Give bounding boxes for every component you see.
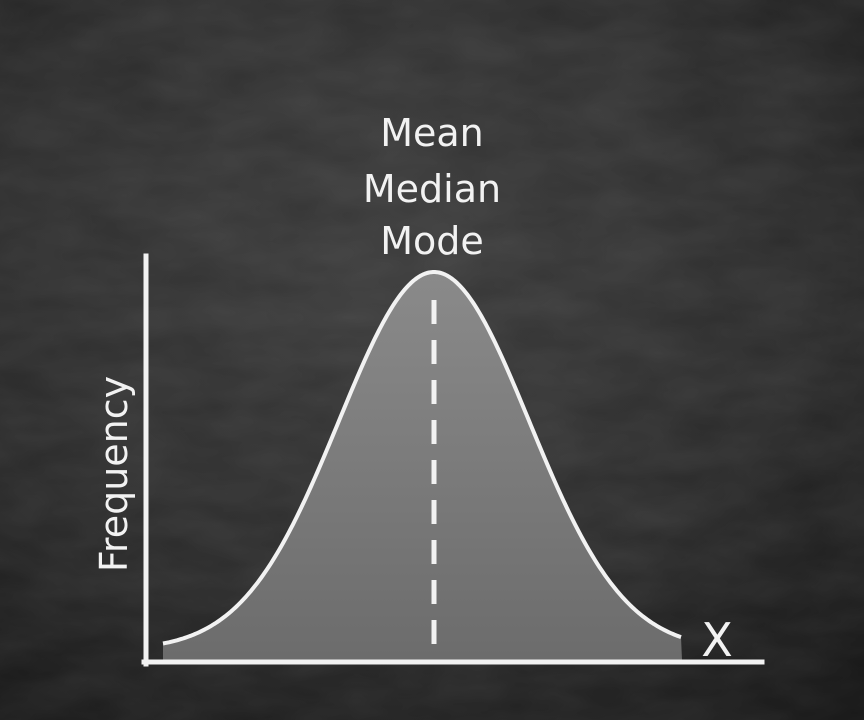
y-axis-label: Frequency: [92, 376, 136, 572]
center-label-mode: Mode: [380, 219, 484, 263]
bell-curve-fill: [163, 272, 682, 660]
bell-curve-line: [162, 270, 682, 646]
x-axis-label: X: [701, 613, 733, 667]
center-label-mean: Mean: [380, 111, 484, 155]
center-label-median: Median: [363, 167, 501, 211]
